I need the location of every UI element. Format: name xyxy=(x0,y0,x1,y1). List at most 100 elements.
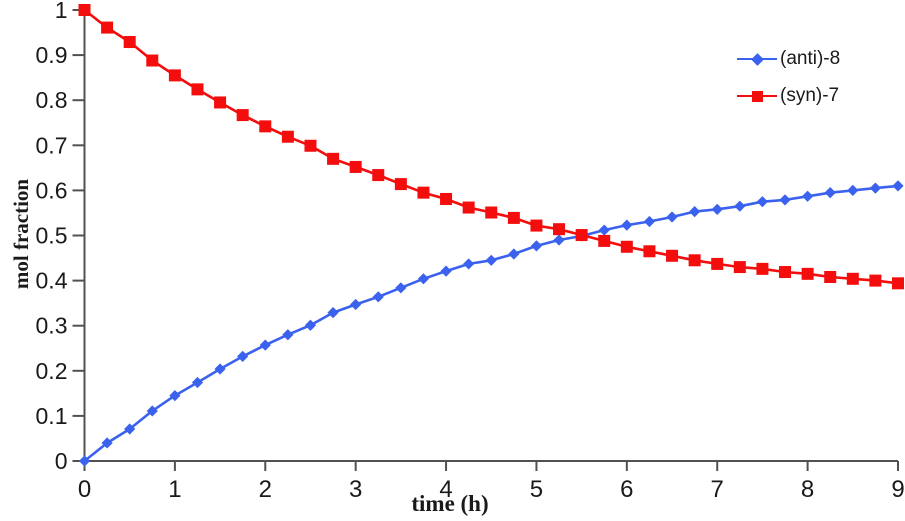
data-point-marker xyxy=(485,254,497,266)
legend: (anti)-8 (syn)-7 xyxy=(737,46,840,109)
data-point-marker xyxy=(417,186,430,199)
data-point-marker xyxy=(281,130,294,143)
data-point-marker xyxy=(349,160,362,173)
legend-item-anti-8: (anti)-8 xyxy=(737,46,840,72)
data-point-marker xyxy=(146,405,158,417)
y-tick-label: 0.5 xyxy=(36,223,68,249)
diamond-marker-icon xyxy=(750,52,764,66)
x-tick-label: 0 xyxy=(78,476,91,503)
data-point-marker xyxy=(259,339,271,351)
data-point-marker xyxy=(530,219,543,232)
data-point-marker xyxy=(553,223,566,236)
y-tick-label: 0.1 xyxy=(36,403,68,429)
square-marker-icon xyxy=(751,90,763,102)
data-point-marker xyxy=(711,203,723,215)
data-point-marker xyxy=(485,206,498,219)
data-point-marker xyxy=(327,152,340,165)
data-point-marker xyxy=(259,120,272,133)
data-point-marker xyxy=(666,211,678,223)
data-point-marker xyxy=(734,200,746,212)
data-point-marker xyxy=(711,257,724,270)
data-point-marker xyxy=(124,423,136,435)
data-point-marker xyxy=(304,319,317,331)
y-tick-label: 0 xyxy=(55,448,68,474)
data-point-marker xyxy=(869,274,882,287)
data-point-marker xyxy=(869,182,882,194)
data-point-marker xyxy=(101,437,113,449)
data-point-marker xyxy=(282,329,294,341)
data-point-marker xyxy=(598,234,611,247)
x-tick-label: 3 xyxy=(349,476,362,503)
data-point-marker xyxy=(440,192,453,205)
data-point-marker xyxy=(508,248,520,260)
x-tick-label: 4 xyxy=(439,476,452,503)
y-tick-label: 0.6 xyxy=(36,177,68,203)
data-point-marker xyxy=(214,96,227,109)
x-tick-label: 6 xyxy=(620,476,633,503)
data-point-marker xyxy=(575,229,588,242)
legend-sample-syn-7 xyxy=(737,83,777,109)
data-point-marker xyxy=(191,83,204,96)
data-point-marker xyxy=(236,109,249,122)
data-point-marker xyxy=(507,211,520,224)
y-tick-label: 0.4 xyxy=(36,268,68,294)
x-tick-label: 2 xyxy=(259,476,272,503)
x-tick-label: 5 xyxy=(530,476,543,503)
y-tick-label: 0.8 xyxy=(36,87,68,113)
y-axis-title: mol fraction xyxy=(9,178,33,290)
data-point-marker xyxy=(101,21,114,34)
data-point-marker xyxy=(846,272,859,285)
data-point-marker xyxy=(892,277,904,290)
x-tick-label: 9 xyxy=(891,476,904,503)
legend-item-syn-7: (syn)-7 xyxy=(737,83,840,109)
data-point-marker xyxy=(824,270,837,283)
y-tick-label: 0.3 xyxy=(36,313,68,339)
x-tick-label: 8 xyxy=(801,476,814,503)
data-point-marker xyxy=(779,266,792,279)
data-point-marker xyxy=(756,262,769,275)
data-point-marker xyxy=(394,178,407,191)
data-point-marker xyxy=(643,245,656,258)
data-point-marker xyxy=(372,291,384,303)
data-point-marker xyxy=(169,390,181,402)
y-tick-label: 0.2 xyxy=(36,358,68,384)
data-point-marker xyxy=(327,307,339,319)
series-line-0 xyxy=(83,184,900,463)
data-point-marker xyxy=(689,205,701,218)
legend-sample-anti-8 xyxy=(737,46,777,72)
data-point-marker xyxy=(395,282,407,294)
data-point-marker xyxy=(688,254,701,267)
data-point-marker xyxy=(824,187,836,199)
x-tick-label: 1 xyxy=(168,476,181,503)
y-tick-label: 0.7 xyxy=(36,132,68,158)
data-point-marker xyxy=(847,184,859,196)
data-point-marker xyxy=(78,455,91,467)
legend-label-syn-7: (syn)-7 xyxy=(780,85,840,106)
data-point-marker xyxy=(666,249,679,262)
data-point-marker xyxy=(620,240,633,253)
data-point-marker xyxy=(756,196,769,208)
data-point-marker xyxy=(440,265,452,277)
data-point-marker xyxy=(417,273,430,285)
data-point-marker xyxy=(530,240,543,252)
data-point-marker xyxy=(463,258,475,270)
data-point-marker xyxy=(214,363,226,375)
data-point-marker xyxy=(462,201,475,214)
data-point-marker xyxy=(892,180,904,192)
data-point-marker xyxy=(372,169,385,182)
x-tick-label: 7 xyxy=(711,476,724,503)
data-point-marker xyxy=(191,376,204,389)
y-tick-label: 0.9 xyxy=(36,42,68,68)
y-tick-label: 1 xyxy=(55,0,68,23)
data-point-marker xyxy=(304,139,317,152)
data-point-marker xyxy=(350,298,362,311)
x-axis-title: time (h) xyxy=(411,491,489,516)
data-point-marker xyxy=(779,194,791,206)
data-point-marker xyxy=(598,224,610,236)
data-point-marker xyxy=(801,267,814,280)
data-point-marker xyxy=(168,69,181,82)
data-point-marker xyxy=(733,261,746,274)
data-point-marker xyxy=(802,190,814,202)
